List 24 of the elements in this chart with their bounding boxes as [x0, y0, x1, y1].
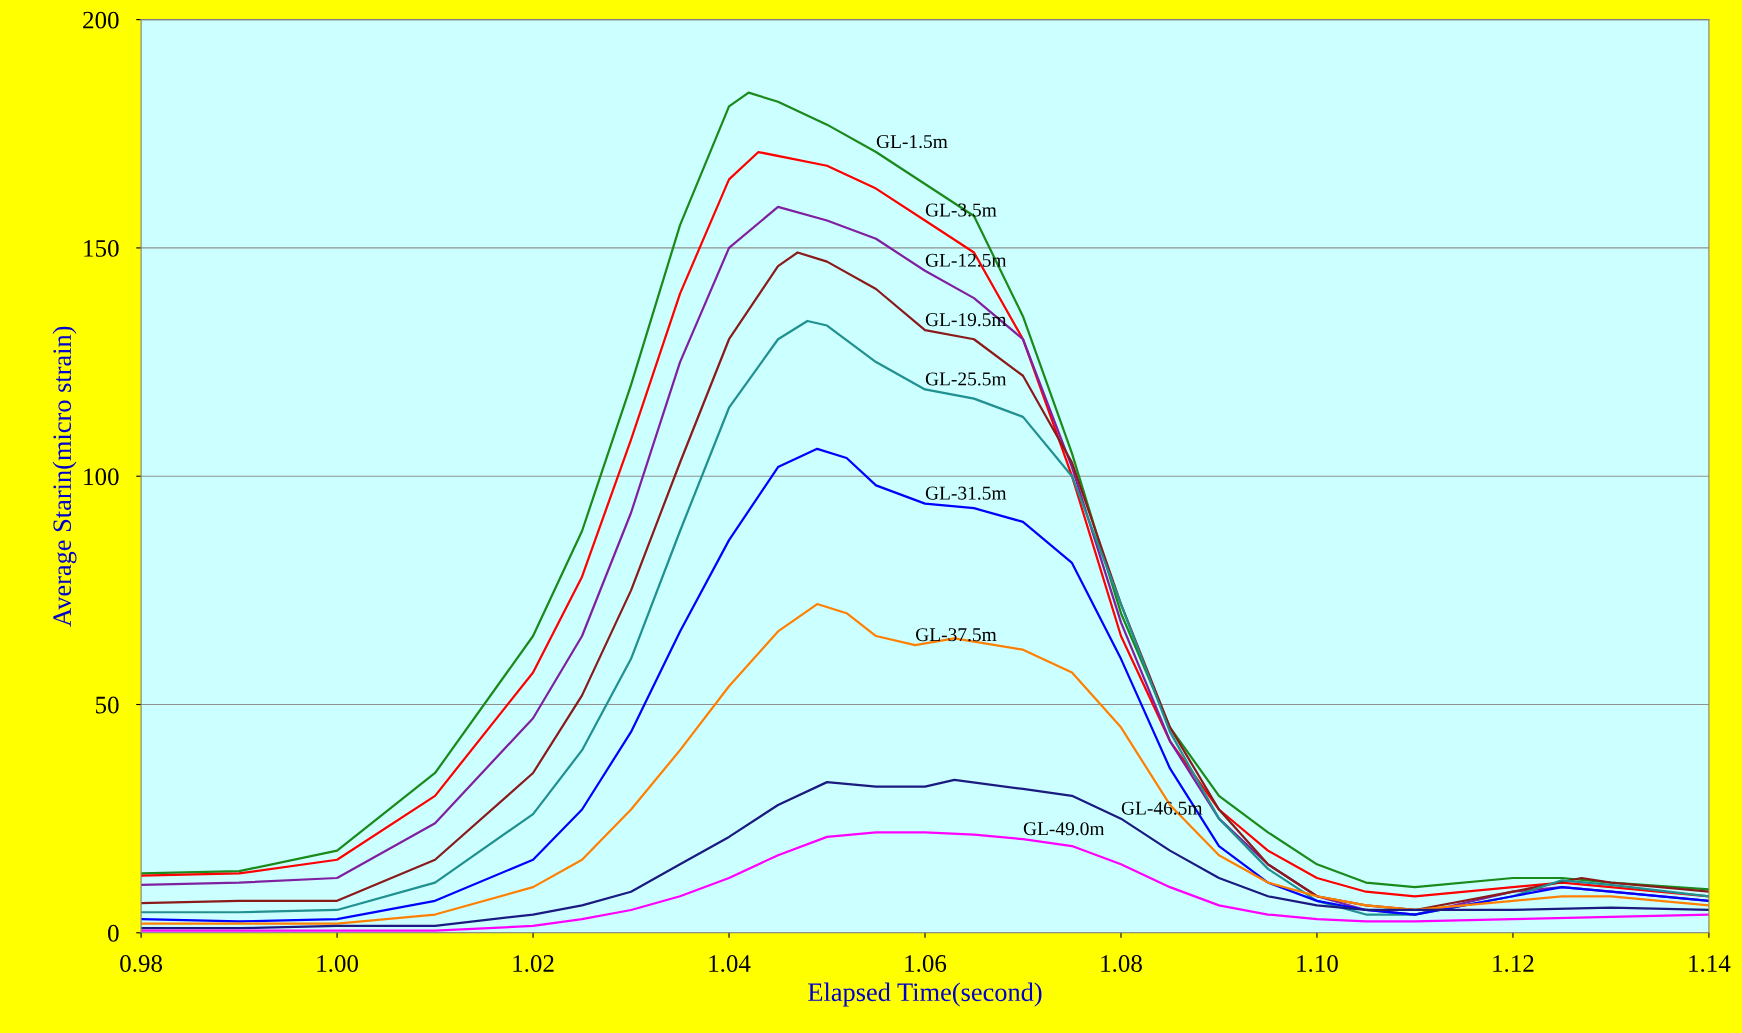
- y-axis-title: Average Starin(micro strain): [52, 326, 77, 627]
- x-tick-label: 1.14: [1689, 955, 1731, 973]
- x-tick-label: 1.06: [905, 955, 947, 973]
- series-label: GL-1.5m: [876, 135, 948, 149]
- x-tick-label: 1.00: [317, 955, 358, 973]
- y-tick-label: 150: [84, 239, 119, 257]
- series-label: GL-31.5m: [925, 486, 1007, 500]
- x-tick-label: 0.98: [120, 955, 163, 973]
- x-tick-label: 1.12: [1493, 955, 1534, 973]
- x-tick-label: 1.10: [1297, 955, 1338, 973]
- series-label: GL-37.5m: [916, 628, 997, 642]
- series-label: GL-25.5m: [925, 372, 1007, 386]
- line-series: [141, 602, 1709, 925]
- y-tick-label: 0: [108, 924, 119, 942]
- x-tick-label: 1.02: [513, 955, 554, 973]
- x-tick-label: 1.04: [709, 955, 751, 973]
- series-label: GL-49.0m: [1023, 822, 1105, 836]
- y-tick-label: 100: [84, 468, 119, 486]
- x-axis-title: Elapsed Time(second): [808, 982, 1042, 1007]
- x-tick-label: 1.08: [1101, 955, 1142, 973]
- y-tick-label: 200: [83, 11, 119, 29]
- y-tick-label: 50: [96, 696, 119, 714]
- line-series: [141, 778, 1709, 930]
- line-series: [141, 447, 1709, 923]
